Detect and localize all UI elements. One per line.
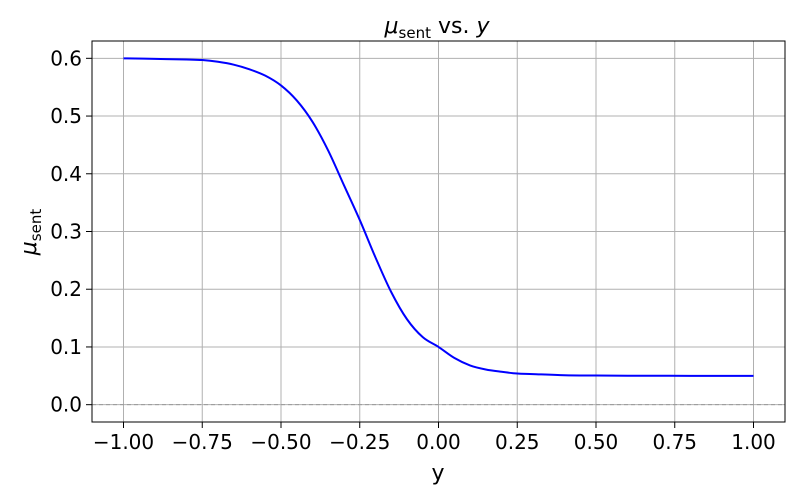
title-symbol: μ <box>384 14 399 39</box>
x-tick-label: 0.50 <box>574 430 619 454</box>
y-tick-label: 0.0 <box>50 393 82 417</box>
grid-lines <box>92 41 785 422</box>
y-tick-label: 0.3 <box>50 220 82 244</box>
y-label-subscript: sent <box>27 209 45 242</box>
x-tick-label: −1.00 <box>93 430 154 454</box>
x-axis-ticks: −1.00 −0.75 −0.50 −0.25 0.00 0.25 0.50 0.75 1.00 <box>93 422 776 454</box>
x-axis-label: y <box>431 461 444 486</box>
y-tick-label: 0.6 <box>50 46 82 70</box>
x-tick-label: 0.25 <box>495 430 540 454</box>
series-layer <box>123 57 754 377</box>
title-subscript: sent <box>399 24 432 42</box>
x-tick-label: 0.75 <box>652 430 697 454</box>
y-tick-label: 0.5 <box>50 104 82 128</box>
x-tick-label: −0.75 <box>172 430 233 454</box>
title-middle: vs. <box>431 14 476 39</box>
x-tick-label: 0.00 <box>416 430 461 454</box>
y-tick-label: 0.4 <box>50 162 82 186</box>
chart-title: μsent vs. y <box>384 14 491 42</box>
x-tick-label: −0.50 <box>250 430 311 454</box>
y-tick-label: 0.1 <box>50 335 82 359</box>
x-tick-label: −0.25 <box>329 430 390 454</box>
y-tick-label: 0.2 <box>50 277 82 301</box>
y-label-symbol: μ <box>17 241 42 256</box>
y-axis-label: μsent <box>17 209 45 257</box>
series-line <box>123 57 754 377</box>
x-tick-label: 1.00 <box>731 430 776 454</box>
y-axis-ticks: 0.0 0.1 0.2 0.3 0.4 0.5 0.6 <box>50 46 92 417</box>
title-var: y <box>475 14 490 39</box>
